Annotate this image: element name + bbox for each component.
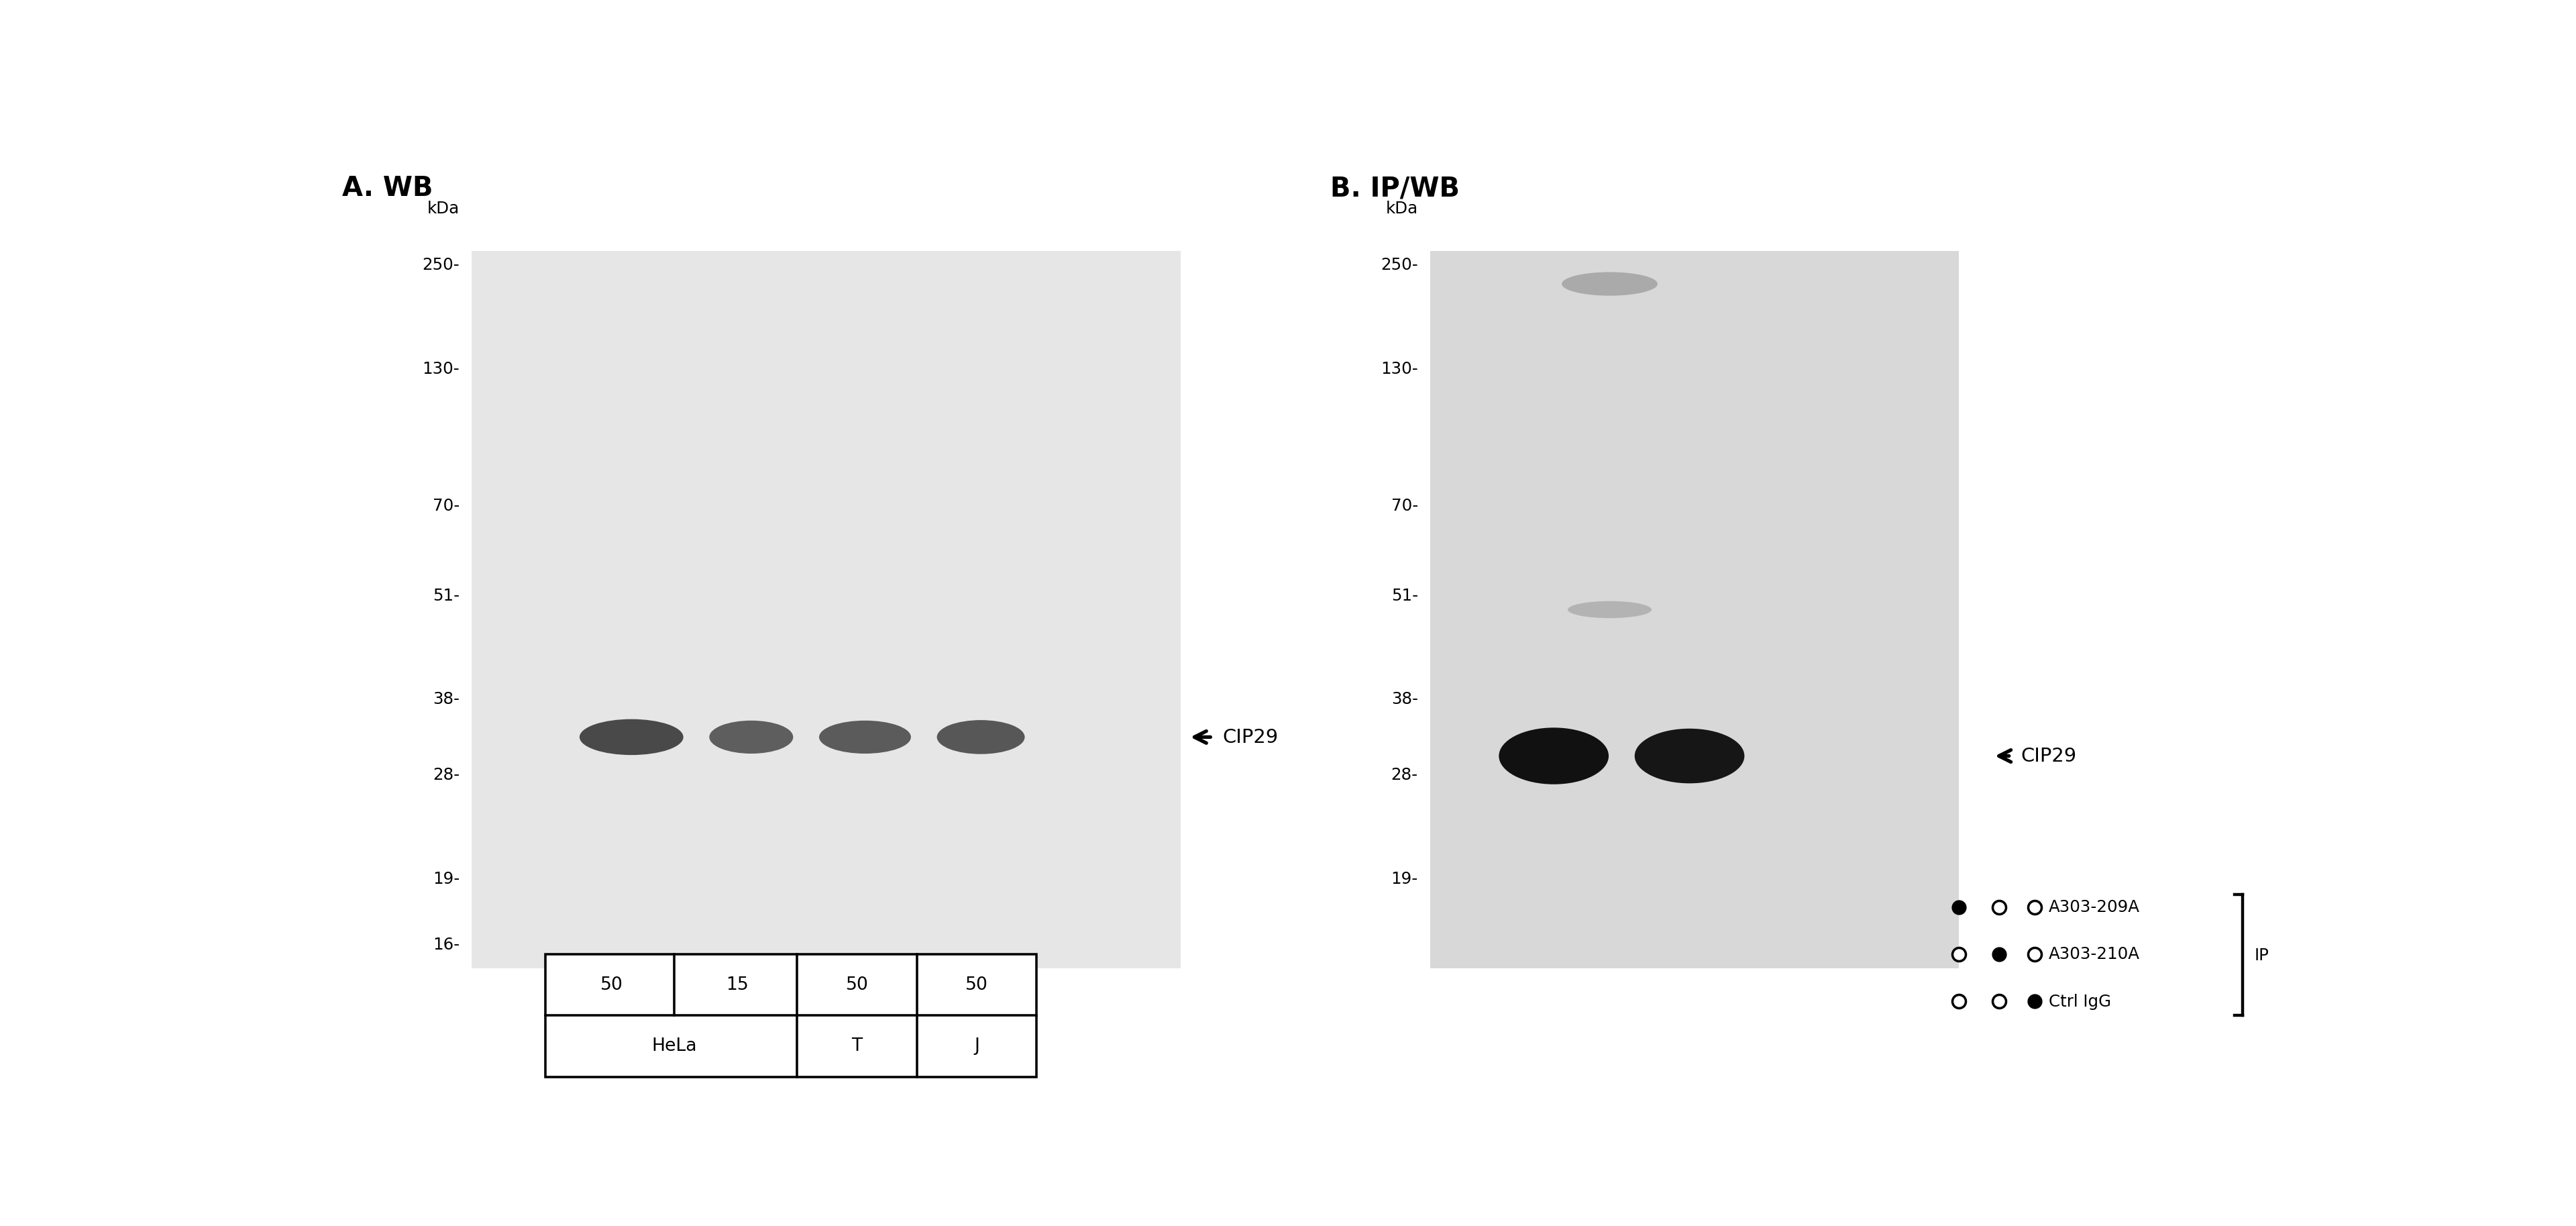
Text: HeLa: HeLa [652,1037,698,1056]
Text: 50: 50 [966,976,989,993]
Text: 50: 50 [600,976,623,993]
Text: 130-: 130- [422,360,459,378]
Text: CIP29: CIP29 [2022,747,2076,765]
Text: 130-: 130- [1381,360,1417,378]
Text: A303-210A: A303-210A [2048,946,2141,962]
Text: A. WB: A. WB [343,175,433,202]
Bar [546,954,1036,1076]
Ellipse shape [1561,272,1656,295]
Ellipse shape [708,721,793,754]
Text: 70-: 70- [433,498,459,514]
Ellipse shape [580,720,683,755]
Bar [471,251,1180,969]
Text: 16-: 16- [433,937,459,953]
Text: 28-: 28- [433,766,459,783]
Text: 19-: 19- [433,870,459,886]
Text: 19-: 19- [1391,870,1417,886]
Text: CIP29: CIP29 [1224,728,1278,747]
Text: kDa: kDa [1386,200,1417,217]
Text: 51-: 51- [1391,587,1417,603]
Ellipse shape [1569,601,1651,618]
Ellipse shape [1499,728,1607,785]
Bar [1430,251,1960,969]
Text: 51-: 51- [433,587,459,603]
Text: J: J [974,1037,979,1056]
Text: 250-: 250- [422,257,459,273]
Text: A303-209A: A303-209A [2048,899,2141,915]
Ellipse shape [938,720,1025,754]
Text: IP: IP [2254,948,2269,964]
Text: 250-: 250- [1381,257,1417,273]
Text: 50: 50 [845,976,868,993]
Text: Ctrl IgG: Ctrl IgG [2048,993,2112,1009]
Text: B. IP/WB: B. IP/WB [1329,175,1461,202]
Text: 28-: 28- [1391,766,1417,783]
Text: kDa: kDa [428,200,459,217]
Ellipse shape [1636,728,1744,783]
Text: 70-: 70- [1391,498,1417,514]
Ellipse shape [819,721,912,754]
Text: 38-: 38- [433,691,459,707]
Text: 38-: 38- [1391,691,1417,707]
Text: 15: 15 [726,976,750,993]
Text: T: T [853,1037,863,1056]
